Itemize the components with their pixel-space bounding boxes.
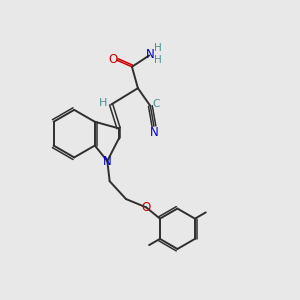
Text: O: O [142, 202, 151, 214]
Text: N: N [150, 126, 159, 139]
Text: H: H [154, 55, 162, 65]
Text: C: C [152, 99, 159, 109]
Text: H: H [154, 43, 162, 53]
Text: N: N [146, 48, 155, 62]
Text: H: H [99, 98, 107, 108]
Text: N: N [103, 155, 112, 168]
Text: O: O [108, 53, 117, 66]
